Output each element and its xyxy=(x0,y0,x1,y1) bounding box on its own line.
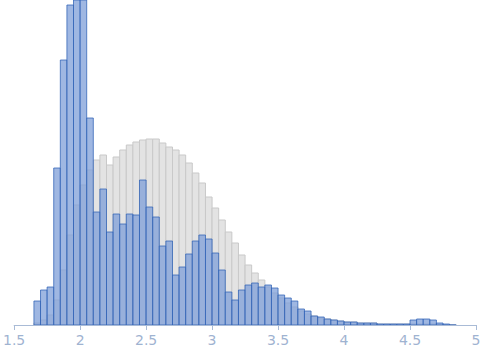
svg-text:3: 3 xyxy=(208,332,217,348)
svg-text:2.5: 2.5 xyxy=(135,332,157,348)
svg-text:5: 5 xyxy=(472,332,481,348)
svg-text:4: 4 xyxy=(340,332,349,348)
svg-text:3.5: 3.5 xyxy=(267,332,289,348)
svg-text:2: 2 xyxy=(76,332,85,348)
svg-text:1.5: 1.5 xyxy=(3,332,25,348)
svg-text:4.5: 4.5 xyxy=(399,332,421,348)
